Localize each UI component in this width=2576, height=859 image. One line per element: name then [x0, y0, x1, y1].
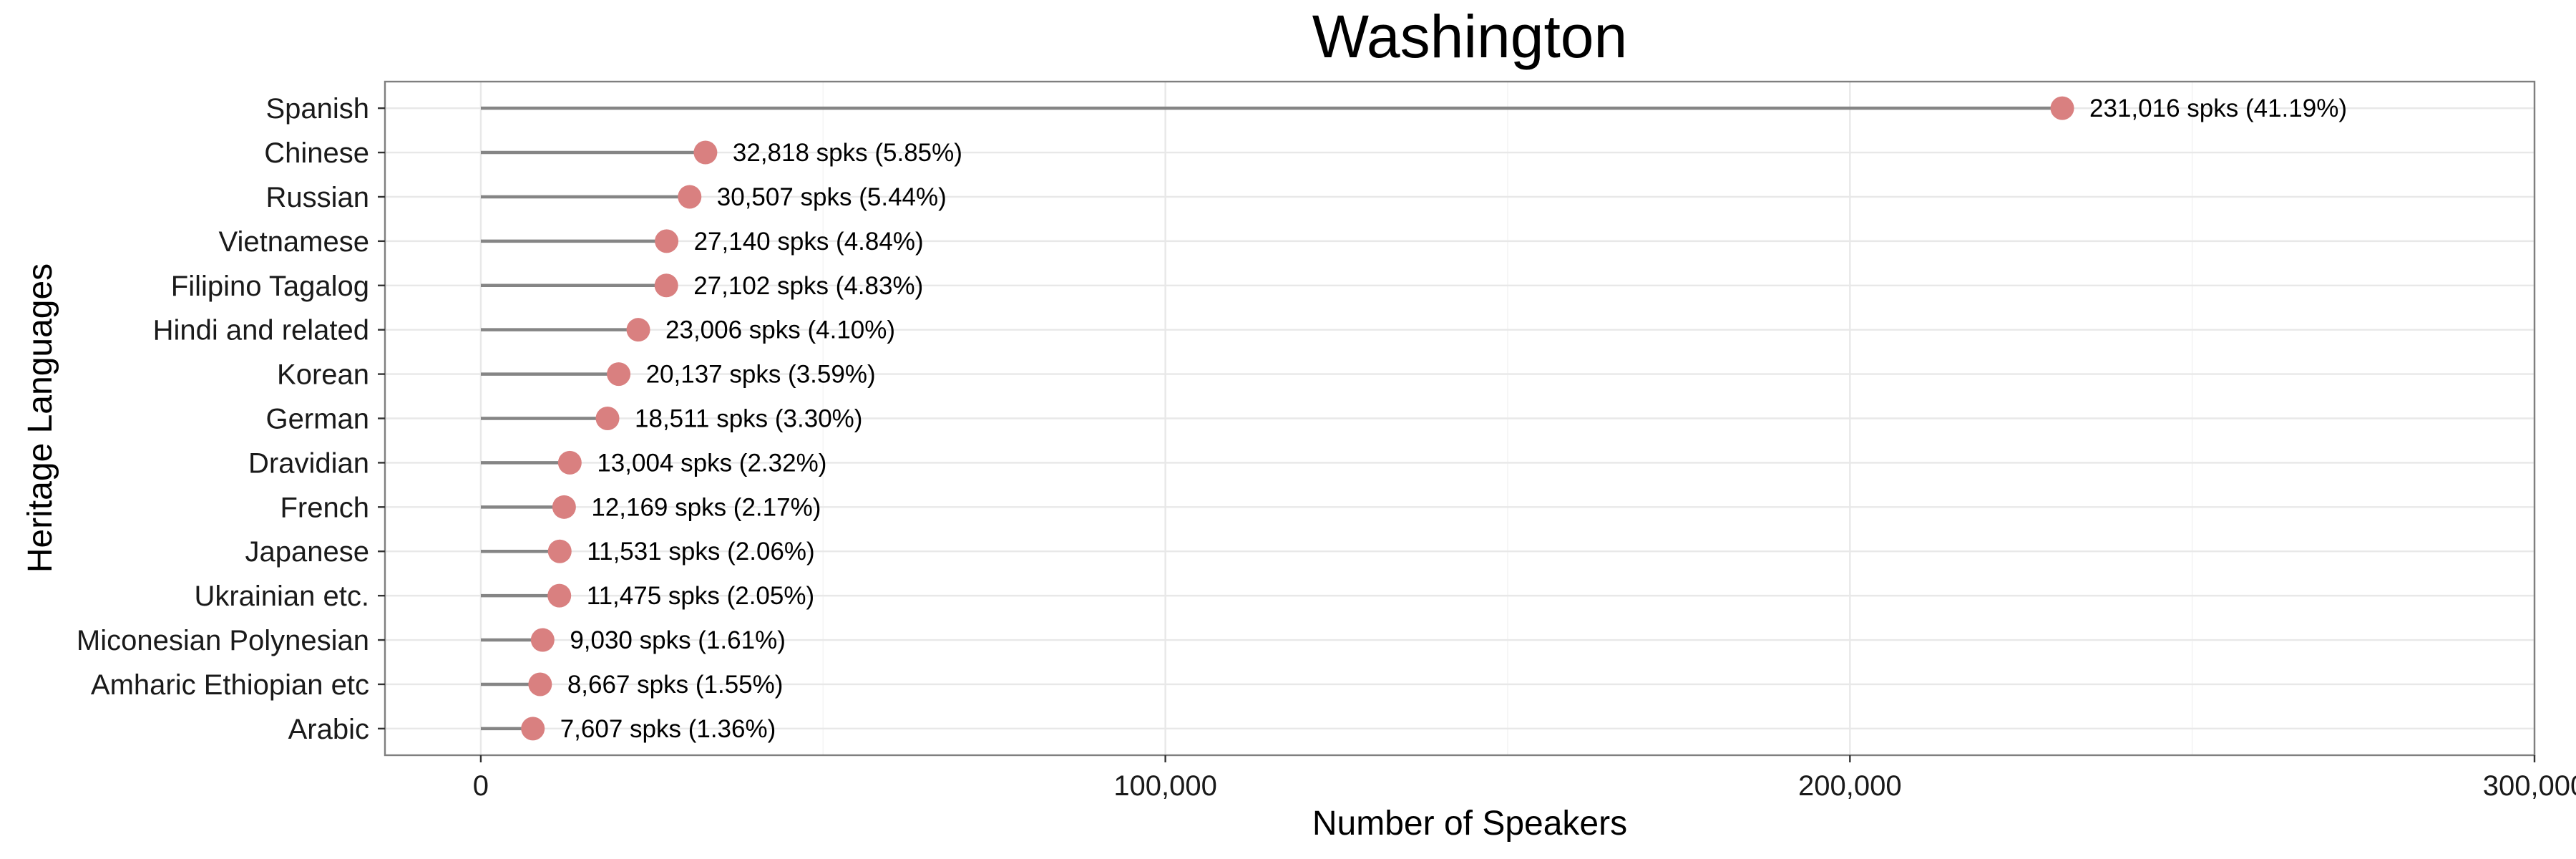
x-tick-label: 100,000	[1113, 770, 1217, 802]
lollipop-point	[654, 273, 678, 298]
y-tick-label: Vietnamese	[218, 226, 369, 258]
lollipop-point	[626, 318, 650, 342]
gridlines	[385, 82, 2536, 755]
y-tick-label: Japanese	[245, 536, 369, 568]
lollipop-point	[528, 672, 552, 697]
y-tick-label: Amharic Ethiopian etc	[91, 669, 369, 701]
chart-title: Washington	[1312, 3, 1627, 70]
data-label: 11,531 spks (2.06%)	[587, 538, 814, 566]
lollipop-point	[693, 140, 718, 165]
data-label: 18,511 spks (3.30%)	[635, 405, 862, 433]
data-label: 11,475 spks (2.05%)	[587, 582, 814, 610]
data-label: 27,102 spks (4.83%)	[693, 272, 923, 300]
data-label: 231,016 spks (41.19%)	[2089, 94, 2347, 122]
lollipop-point	[655, 229, 679, 253]
data-label: 9,030 spks (1.61%)	[570, 626, 786, 654]
y-tick-label: Filipino Tagalog	[171, 271, 369, 302]
data-labels: 231,016 spks (41.19%) 32,818 spks (5.85%)…	[560, 94, 2347, 743]
y-tick-label: Spanish	[265, 93, 369, 125]
y-tick-label: Russian	[265, 182, 369, 213]
y-tick-label: Arabic	[288, 714, 369, 745]
data-label: 30,507 spks (5.44%)	[717, 183, 947, 211]
lollipop-point	[547, 583, 572, 608]
data-label: 13,004 spks (2.32%)	[597, 449, 826, 477]
y-tick-label: Korean	[277, 359, 369, 391]
lollipop-point	[607, 362, 631, 387]
data-label: 20,137 spks (3.59%)	[646, 361, 876, 389]
y-tick-label: French	[280, 492, 370, 523]
lollipop-point	[678, 185, 702, 209]
lollipop-point	[521, 717, 545, 741]
x-axis: 0 100,000 200,000 300,000	[473, 755, 2576, 802]
data-label: 7,607 spks (1.36%)	[560, 715, 776, 743]
x-tick-label: 200,000	[1798, 770, 1902, 802]
data-label: 8,667 spks (1.55%)	[567, 671, 784, 699]
lollipop-point	[2050, 96, 2074, 120]
y-tick-label: Hindi and related	[153, 315, 369, 346]
x-axis-title: Number of Speakers	[1312, 805, 1627, 843]
data-label: 27,140 spks (4.84%)	[694, 228, 924, 256]
y-tick-label: Miconesian Polynesian	[77, 625, 369, 656]
lollipop-point	[557, 450, 582, 475]
y-tick-label: Dravidian	[248, 447, 369, 479]
data-label: 32,818 spks (5.85%)	[733, 139, 962, 167]
y-axis: Spanish Chinese Russian Vietnamese Filipino …	[77, 93, 385, 745]
y-axis-title: Heritage Languages	[21, 263, 59, 573]
lollipop-point	[547, 539, 572, 563]
x-tick-label: 0	[473, 770, 489, 802]
lollipop-points	[521, 96, 2074, 741]
lollipop-point	[552, 495, 576, 519]
x-tick-label: 300,000	[2483, 770, 2576, 802]
y-tick-label: Chinese	[264, 137, 369, 169]
lollipop-point	[595, 407, 620, 430]
y-tick-label: German	[266, 404, 370, 435]
lollipop-stems	[480, 106, 2063, 731]
data-label: 23,006 spks (4.10%)	[665, 316, 895, 344]
y-tick-label: Ukrainian etc.	[194, 581, 369, 612]
data-label: 12,169 spks (2.17%)	[591, 493, 821, 521]
lollipop-point	[530, 628, 555, 652]
